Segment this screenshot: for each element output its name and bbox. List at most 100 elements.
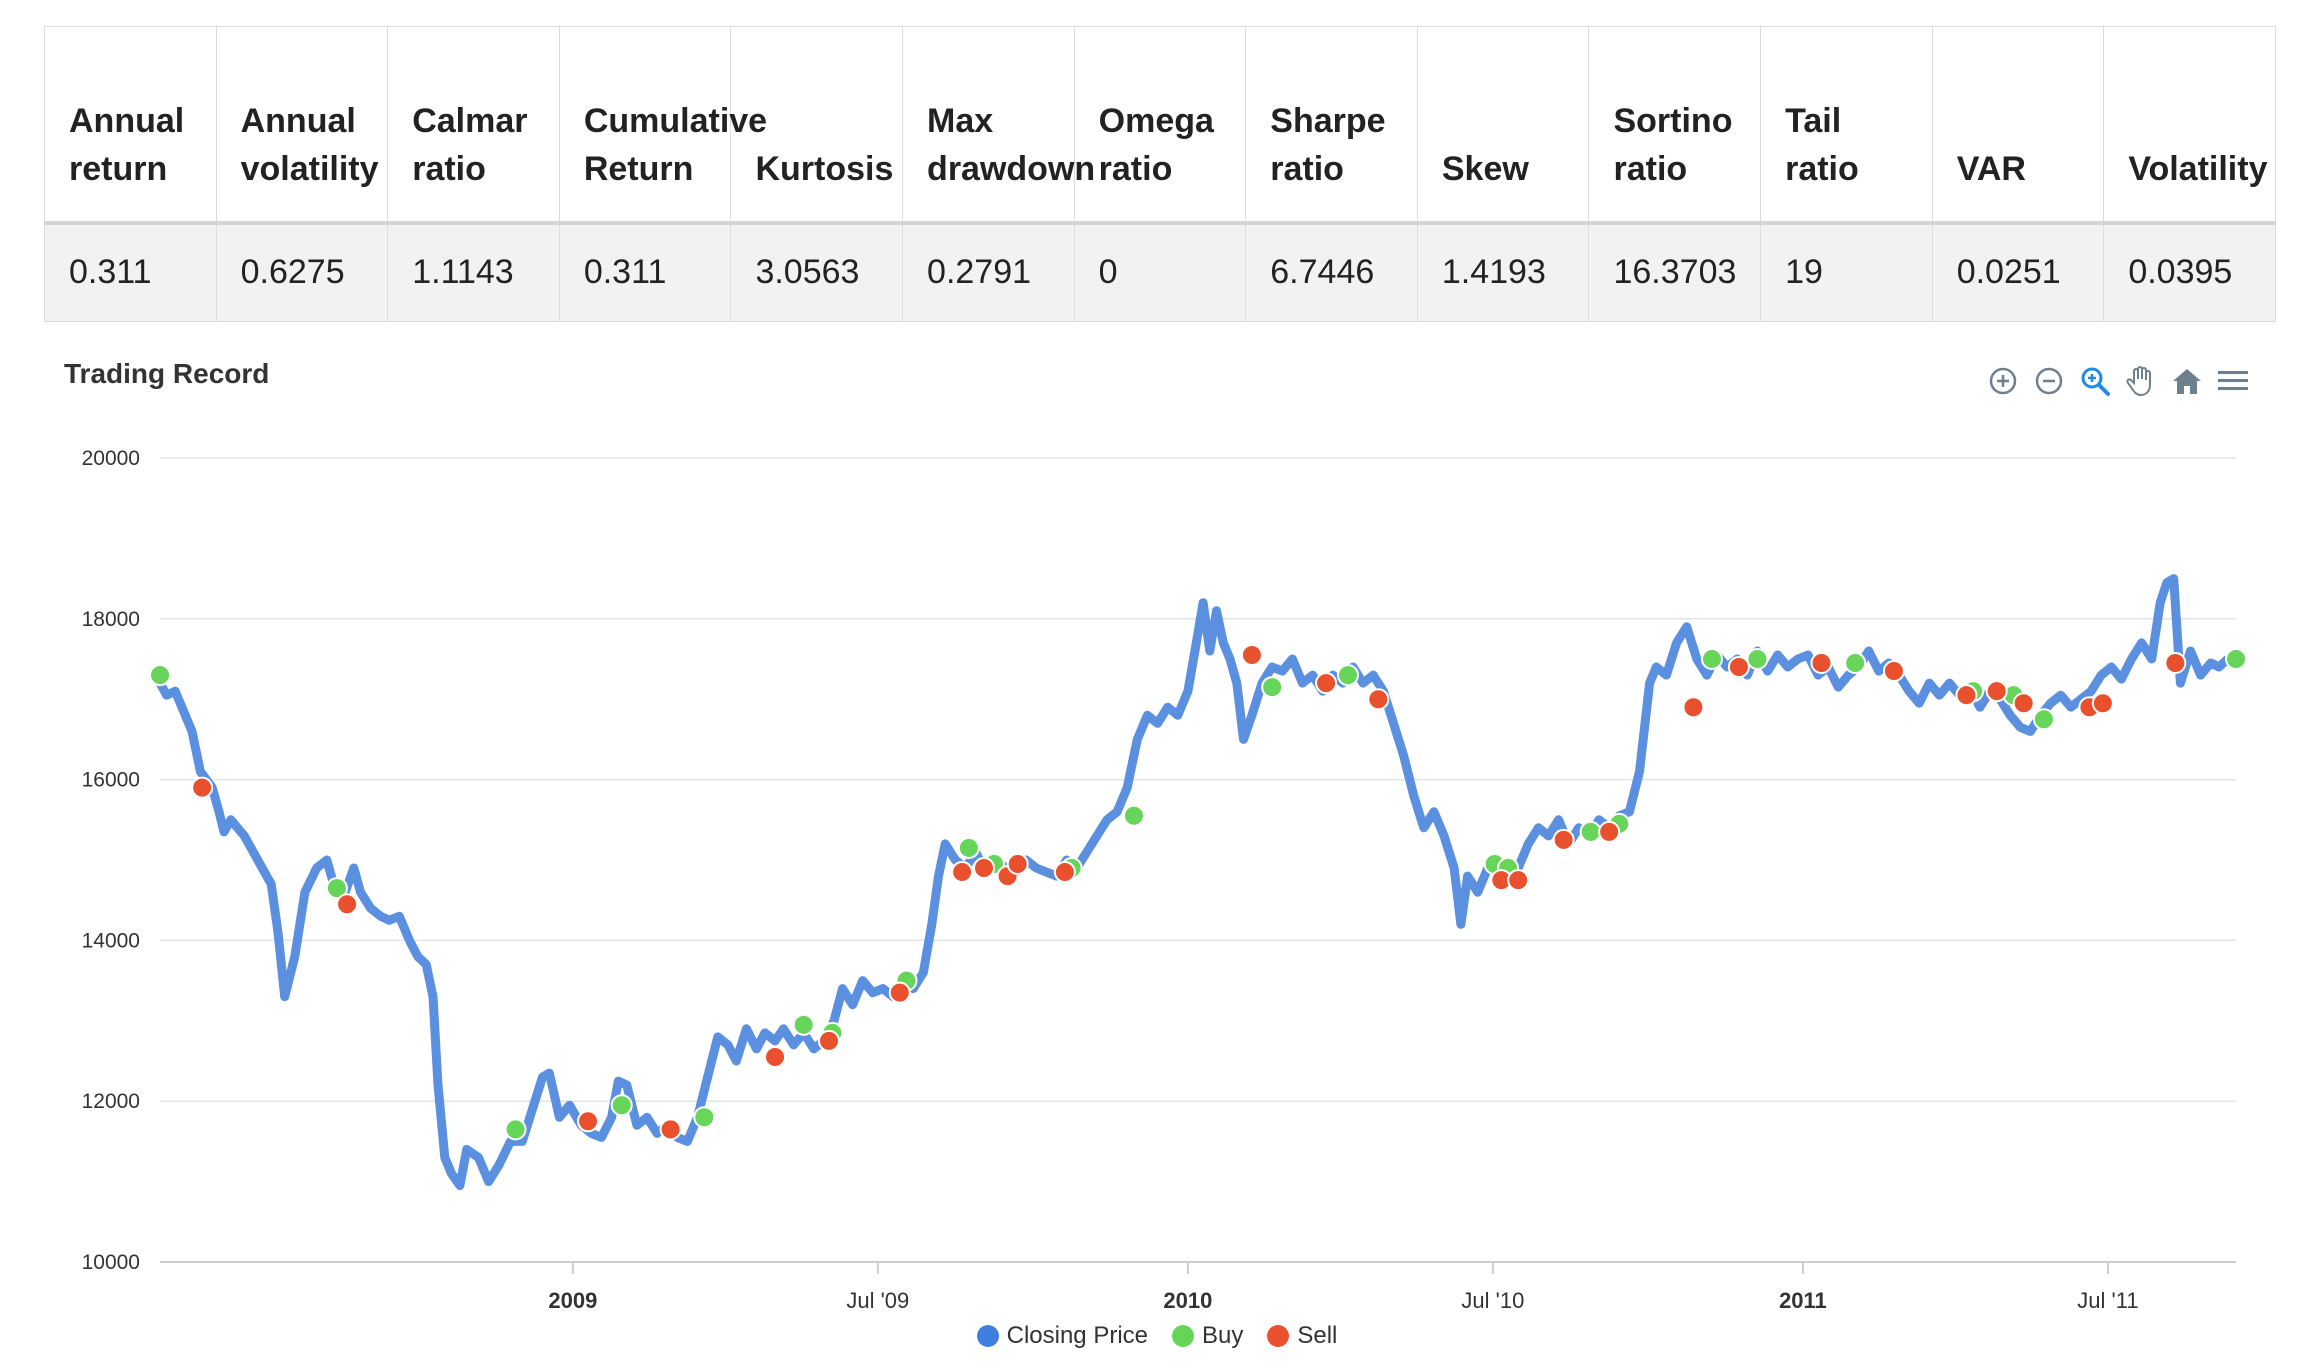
header-tail-ratio: Tail ratio <box>1760 26 1933 225</box>
buy-point[interactable] <box>792 1013 815 1036</box>
legend-closing-price[interactable]: Closing Price <box>976 1322 1148 1350</box>
buy-point[interactable] <box>1844 652 1867 675</box>
legend-buy-marker <box>1172 1325 1194 1347</box>
value-max-drawdown: 0.2791 <box>902 222 1075 322</box>
header-sharpe-ratio: Sharpe ratio <box>1245 26 1418 225</box>
header-omega-ratio: Omega ratio <box>1073 26 1247 225</box>
y-tick-label: 20000 <box>82 447 140 470</box>
sell-point[interactable] <box>1367 688 1390 711</box>
zoom-out-icon[interactable] <box>2030 362 2068 400</box>
buy-point[interactable] <box>693 1106 716 1129</box>
buy-point[interactable] <box>610 1094 633 1117</box>
legend-sell-label: Sell <box>1297 1322 1338 1349</box>
buy-point[interactable] <box>1700 648 1723 670</box>
home-reset-icon[interactable] <box>2168 362 2206 400</box>
sell-point[interactable] <box>1682 696 1705 719</box>
sell-point[interactable] <box>1552 828 1575 851</box>
sell-point[interactable] <box>888 981 911 1004</box>
x-tick-label: 2011 <box>1779 1288 1827 1313</box>
buy-point[interactable] <box>504 1118 527 1141</box>
y-tick-label: 16000 <box>82 769 140 792</box>
buy-point[interactable] <box>2225 648 2247 670</box>
value-volatility: 0.0395 <box>2103 222 2276 322</box>
sell-point[interactable] <box>2091 692 2114 715</box>
sell-point[interactable] <box>1955 684 1978 707</box>
buy-point[interactable] <box>1336 664 1359 687</box>
selection-zoom-icon[interactable] <box>2076 362 2114 400</box>
sell-point[interactable] <box>951 861 974 884</box>
sell-point[interactable] <box>972 857 995 880</box>
sell-point[interactable] <box>577 1110 600 1133</box>
sell-point[interactable] <box>1315 672 1338 695</box>
sell-point[interactable] <box>1882 660 1905 683</box>
value-calmar-ratio: 1.1143 <box>387 222 560 322</box>
sell-point[interactable] <box>1006 853 1029 876</box>
value-omega-ratio: 0 <box>1073 222 1247 322</box>
sell-point[interactable] <box>1727 656 1750 679</box>
chart-legend: Closing Price Buy Sell <box>0 1322 2314 1350</box>
buy-series <box>149 648 2247 1141</box>
y-gridlines <box>160 457 2236 1263</box>
buy-point[interactable] <box>1261 676 1284 699</box>
sell-point[interactable] <box>1053 861 1076 884</box>
chart-toolbar <box>1984 362 2252 402</box>
x-axis: 2009 Jul '09 2010 Jul '10 2011 Jul '11 <box>160 1261 2236 1313</box>
zoom-in-icon[interactable] <box>1984 362 2022 400</box>
buy-point[interactable] <box>1746 648 1769 670</box>
legend-sell-marker <box>1267 1325 1290 1347</box>
value-tail-ratio: 19 <box>1760 222 1933 322</box>
header-max-drawdown: Max drawdown <box>902 26 1095 225</box>
sell-point[interactable] <box>1507 869 1530 892</box>
sell-point[interactable] <box>817 1029 840 1052</box>
value-cumulative-return: 0.311 <box>558 222 732 322</box>
value-annual-volatility: 0.6275 <box>215 222 389 322</box>
sell-point[interactable] <box>2164 652 2187 675</box>
closing-price-series <box>156 574 2231 1191</box>
legend-buy-label: Buy <box>1202 1322 1244 1349</box>
buy-point[interactable] <box>325 877 348 900</box>
legend-sell[interactable]: Sell <box>1267 1322 1337 1350</box>
pan-hand-icon[interactable] <box>2122 362 2160 400</box>
value-var: 0.0251 <box>1931 222 2105 322</box>
sell-point[interactable] <box>1810 652 1833 675</box>
header-calmar-ratio: Calmar ratio <box>387 26 560 225</box>
legend-buy[interactable]: Buy <box>1172 1322 1243 1350</box>
sell-point[interactable] <box>764 1045 787 1068</box>
legend-closing-price-label: Closing Price <box>1006 1322 1148 1349</box>
x-tick-label: Jul '11 <box>2077 1288 2138 1313</box>
buy-point[interactable] <box>2032 708 2055 731</box>
y-tick-label: 10000 <box>82 1251 140 1274</box>
sell-point[interactable] <box>191 776 214 799</box>
sell-point[interactable] <box>659 1118 682 1141</box>
sell-point[interactable] <box>1985 680 2008 703</box>
sell-point[interactable] <box>1240 643 1263 666</box>
y-tick-label: 18000 <box>82 608 140 631</box>
value-sortino-ratio: 16.3703 <box>1588 222 1762 322</box>
sell-point[interactable] <box>1598 820 1621 843</box>
header-volatility: Volatility <box>2103 26 2276 225</box>
header-annual-return: Annual return <box>44 26 217 225</box>
sell-point[interactable] <box>336 893 359 916</box>
buy-point[interactable] <box>1579 820 1602 843</box>
x-tick-label: Jul '09 <box>846 1288 909 1313</box>
y-tick-label: 12000 <box>82 1090 140 1113</box>
y-tick-label: 14000 <box>82 929 140 952</box>
value-annual-return: 0.311 <box>44 222 217 322</box>
buy-point[interactable] <box>1122 804 1145 827</box>
header-kurtosis: Kurtosis <box>730 26 904 225</box>
closing-price-line <box>156 574 2231 1191</box>
buy-point[interactable] <box>957 836 980 859</box>
chart-title: Trading Record <box>64 358 270 389</box>
value-sharpe-ratio: 6.7446 <box>1245 222 1418 322</box>
x-tick-label: Jul '10 <box>1461 1288 1524 1313</box>
buy-point[interactable] <box>149 664 171 687</box>
metrics-table: Annual return Annual volatility Calmar r… <box>44 26 2276 322</box>
value-kurtosis: 3.0563 <box>730 222 904 322</box>
y-axis-ticks: 10000 12000 14000 16000 18000 20000 <box>82 447 140 1274</box>
metrics-header-row: Annual return Annual volatility Calmar r… <box>44 26 2276 225</box>
sell-series <box>191 643 2187 1141</box>
x-tick-label: 2010 <box>1163 1288 1212 1313</box>
sell-point[interactable] <box>2012 692 2035 715</box>
menu-icon[interactable] <box>2214 362 2252 400</box>
